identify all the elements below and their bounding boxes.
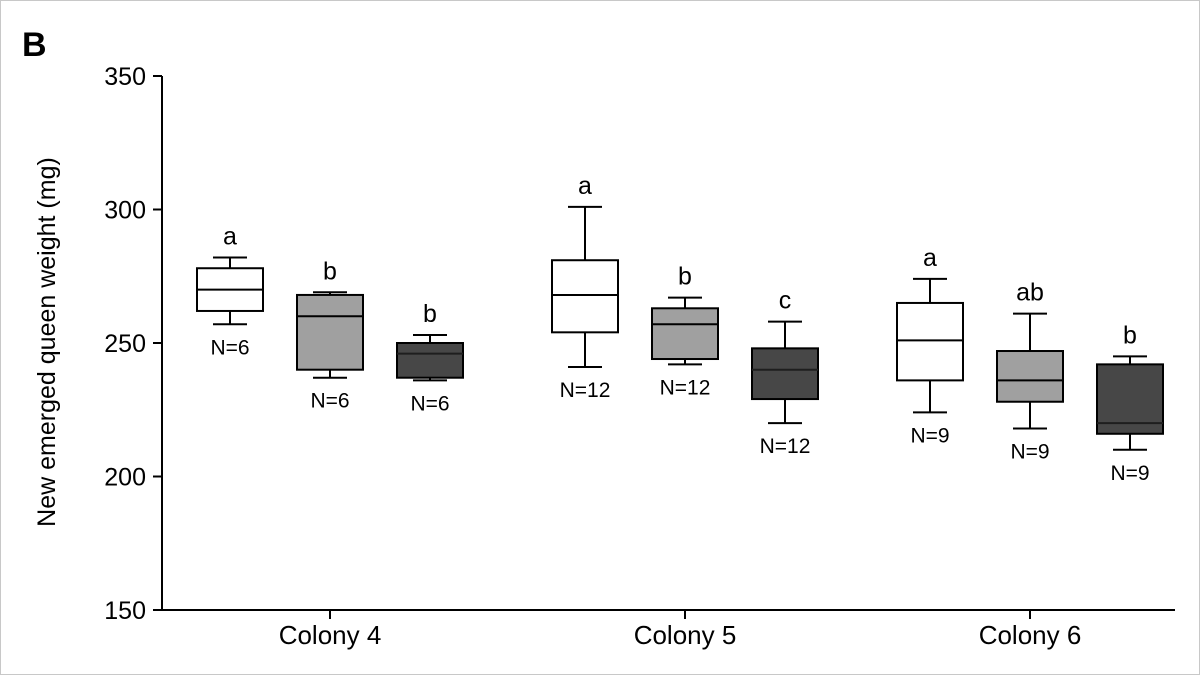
significance-letter: a [923, 244, 937, 272]
sample-size-label: N=9 [1110, 462, 1149, 485]
box-plot-item: a N=9 [896, 244, 964, 447]
sample-size-label: N=6 [310, 390, 349, 413]
box-plot-item: b N=6 [396, 300, 464, 415]
box-plot-item: a N=6 [196, 223, 264, 359]
y-tick-label: 250 [104, 330, 146, 358]
box-iqr [551, 259, 619, 334]
box-iqr [296, 293, 364, 371]
significance-letter: b [1123, 321, 1137, 349]
box-plot-item: b N=6 [296, 257, 364, 413]
y-tick-label: 300 [104, 197, 146, 225]
x-category-label: Colony 6 [979, 620, 1082, 650]
y-axis-label: New emerged queen weight (mg) [33, 157, 61, 527]
x-category-label: Colony 4 [279, 620, 382, 650]
box-iqr [396, 342, 464, 379]
box-plot-item: c N=12 [751, 287, 819, 458]
box-series: a N=6 b N=6 b N=6 a N=12 b N=12 c N=12 a N=9 ab N=9 b N=9 [196, 172, 1164, 485]
box-iqr [751, 347, 819, 401]
x-category-label: Colony 5 [634, 620, 737, 650]
significance-letter: a [578, 172, 592, 200]
significance-letter: b [323, 257, 337, 285]
sample-size-label: N=6 [210, 336, 249, 359]
box-plot-item: a N=12 [551, 172, 619, 402]
significance-letter: a [223, 223, 237, 251]
box-iqr [896, 301, 964, 382]
box-plot-item: ab N=9 [996, 279, 1064, 463]
sample-size-label: N=9 [910, 424, 949, 447]
box-iqr [651, 307, 719, 361]
significance-letter: ab [1016, 279, 1044, 307]
sample-size-label: N=12 [560, 379, 611, 402]
significance-letter: c [779, 287, 792, 315]
sample-size-label: N=12 [660, 376, 711, 399]
panel-label: B [22, 26, 47, 64]
axes: 150 200 250 300 350 Colony 4 Colony 5 Colony 6 [104, 63, 1175, 650]
y-tick-label: 200 [104, 464, 146, 492]
box-plot-item: b N=9 [1096, 321, 1164, 485]
sample-size-label: N=6 [410, 392, 449, 415]
sample-size-label: N=12 [760, 435, 811, 458]
sample-size-label: N=9 [1010, 440, 1049, 463]
significance-letter: b [678, 263, 692, 291]
y-tick-label: 150 [104, 597, 146, 625]
box-iqr [996, 350, 1064, 403]
y-tick-label: 350 [104, 63, 146, 91]
significance-letter: b [423, 300, 437, 328]
box-plot-item: b N=12 [651, 263, 719, 399]
